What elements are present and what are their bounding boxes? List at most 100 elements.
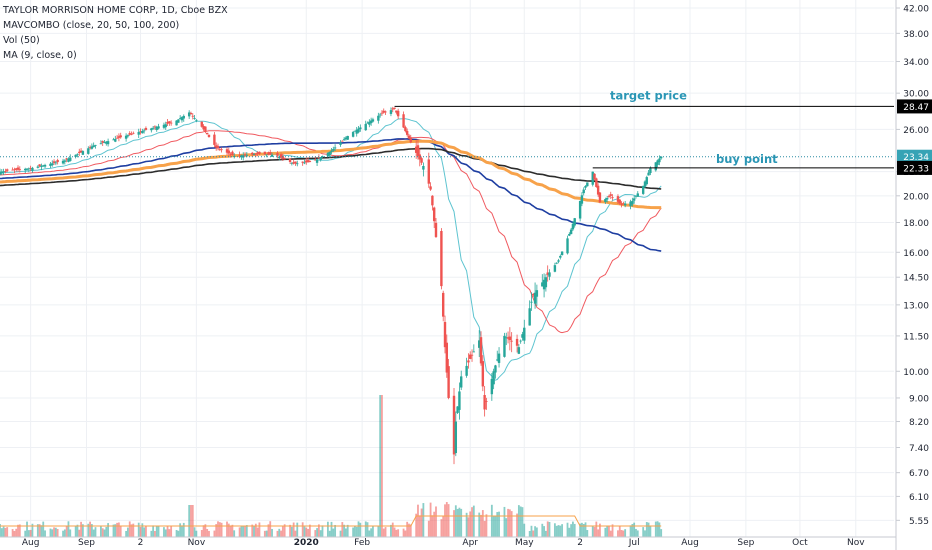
candle-body: [530, 301, 533, 303]
candle-body: [38, 164, 41, 167]
volume-bar: [242, 525, 245, 537]
volume-bar: [631, 524, 634, 537]
candle-body: [503, 335, 506, 357]
candle-body: [409, 137, 412, 143]
legend-title[interactable]: TAYLOR MORRISON HOME CORP, 1D, Cboe BZX: [3, 5, 228, 16]
candle-body: [571, 223, 575, 230]
candle-body: [278, 156, 281, 158]
candle-body: [369, 120, 373, 124]
candle-body: [623, 203, 627, 206]
volume-bar: [431, 515, 434, 537]
volume-bar: [128, 521, 131, 537]
volume-bar: [177, 530, 180, 537]
volume-bar: [114, 524, 117, 537]
candle-body: [519, 340, 522, 342]
volume-bar: [523, 523, 526, 537]
candle-body: [144, 127, 148, 130]
volume-bar: [296, 522, 299, 537]
candle-body: [105, 141, 108, 144]
candle-body: [283, 157, 286, 160]
volume-bar: [217, 521, 219, 537]
candle-body: [582, 189, 585, 194]
candle-body: [353, 130, 357, 132]
volume-bar: [581, 522, 583, 537]
volume-bar: [561, 524, 564, 537]
volume-bar: [604, 527, 607, 537]
candle-body: [328, 151, 331, 156]
candle-body: [11, 169, 14, 171]
volume-bar: [56, 528, 59, 537]
volume-bar: [163, 527, 165, 537]
candle-body: [595, 178, 598, 187]
volume-bar: [354, 525, 356, 537]
candle-body: [523, 327, 526, 341]
candle-body: [432, 207, 436, 222]
candle-body: [155, 126, 158, 131]
candle-body: [130, 133, 133, 135]
volume-bar: [0, 528, 3, 537]
candle-body: [139, 131, 142, 133]
volume-bar: [118, 522, 120, 537]
volume-bar: [307, 528, 309, 537]
candle-body: [598, 192, 602, 203]
volume-bar: [29, 529, 32, 537]
volume-bar: [444, 504, 446, 537]
price-tick-label: 9.00: [909, 394, 929, 404]
volume-bar: [528, 530, 531, 537]
candle-body: [396, 110, 400, 117]
candle-body: [620, 203, 623, 205]
price-axis[interactable]: 42.0038.0034.0030.0026.0022.0020.0018.00…: [895, 0, 932, 550]
legend-indicator-ma[interactable]: MA (9, close, 0): [3, 50, 77, 61]
candle-body: [281, 156, 285, 159]
volume-bar: [622, 530, 625, 537]
candle-body: [231, 151, 234, 156]
volume-bar: [81, 524, 84, 537]
volume-bar: [572, 521, 574, 537]
candle-body: [303, 162, 306, 164]
volume-bar: [276, 530, 279, 537]
volume-bar: [492, 516, 495, 537]
time-tick-label: 2: [138, 538, 144, 548]
candle-body: [389, 110, 393, 114]
candle-body: [377, 115, 380, 121]
volume-bar: [112, 524, 115, 537]
volume-bar: [629, 525, 632, 537]
legend-indicator-mavcombo[interactable]: MAVCOMBO (close, 20, 50, 100, 200): [3, 20, 180, 31]
volume-bar: [54, 527, 57, 537]
volume-bar: [280, 530, 282, 537]
volume-bar: [496, 512, 499, 537]
candle-body: [483, 395, 486, 410]
volume-bar: [251, 524, 254, 537]
target-price-badge-bg: [897, 99, 932, 114]
candle-body: [364, 124, 367, 131]
candle-body: [496, 359, 499, 361]
price-tick-label: 26.00: [903, 126, 929, 136]
legend-indicator-volume[interactable]: Vol (50): [3, 35, 40, 46]
volume-bar: [429, 502, 432, 537]
volume-bar: [465, 512, 468, 537]
volume-bar: [494, 515, 497, 537]
candle-body: [124, 135, 128, 139]
candle-body: [641, 185, 645, 194]
candle-body: [405, 130, 409, 135]
volume-bar: [595, 521, 598, 537]
price-tick-label: 6.70: [909, 469, 929, 479]
volume-bar: [445, 502, 448, 537]
volume-bar: [195, 530, 198, 537]
volume-bar: [179, 523, 182, 537]
time-axis[interactable]: Aug Sep 2 Nov 2020 Feb Apr May 2 Jul Aug Sep Oct Nov: [0, 536, 896, 548]
candle-body: [584, 185, 587, 188]
last-price-badge-bg: [897, 149, 932, 164]
volume-bar: [503, 506, 506, 537]
volume-bar: [143, 527, 146, 537]
volume-bar: [67, 521, 70, 537]
candle-body: [445, 342, 449, 373]
volume-bar: [530, 525, 533, 537]
candle-body: [553, 265, 557, 272]
time-tick-label: 2020: [294, 538, 319, 548]
candle-body: [629, 201, 632, 207]
volume-bar: [584, 522, 587, 537]
candle-body: [292, 162, 295, 164]
volume-bar: [278, 528, 281, 537]
